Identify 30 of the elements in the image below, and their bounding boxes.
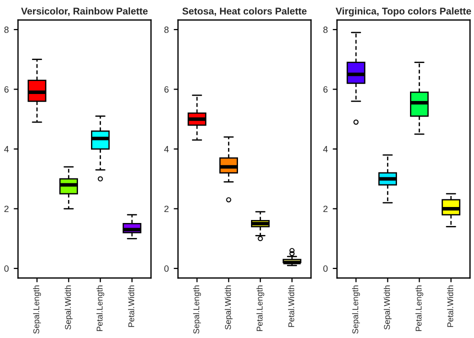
y-tick-label: 2 (323, 206, 328, 212)
chart-title: Versicolor, Rainbow Palette (21, 7, 148, 16)
y-tick-label: 2 (164, 206, 169, 212)
x-tick-label: Sepal.Length (33, 285, 41, 334)
y-tick-label: 0 (4, 265, 9, 272)
y-tick-label: 4 (4, 146, 9, 152)
y-tick-label: 8 (323, 26, 328, 33)
y-tick-label: 6 (4, 86, 9, 93)
x-tick-label: Sepal.Width (64, 285, 73, 330)
y-tick-label: 0 (164, 265, 169, 272)
x-tick-label: Petal.Length (96, 285, 104, 332)
x-tick-label: Petal.Width (288, 285, 294, 327)
y-tick-label: 6 (323, 86, 328, 93)
x-tick-label: Petal.Length (256, 285, 264, 332)
x-tick-label: Sepal.Width (384, 285, 392, 330)
chart-title: Setosa, Heat colors Palette (182, 7, 307, 16)
x-tick-label: Petal.Width (128, 285, 134, 327)
x-tick-label: Sepal.Length (193, 285, 201, 334)
x-tick-label: Sepal.Width (224, 285, 233, 330)
y-tick-label: 8 (4, 26, 9, 33)
y-tick-label: 2 (4, 206, 9, 212)
chart-title: Virginica, Topo colors Palette (336, 7, 472, 17)
x-tick-label: Petal.Length (415, 285, 424, 332)
x-tick-label: Sepal.Length (352, 285, 360, 334)
y-tick-label: 4 (323, 146, 328, 152)
y-tick-label: 6 (164, 86, 169, 93)
y-tick-label: 0 (323, 265, 328, 272)
y-tick-label: 4 (164, 146, 169, 152)
x-tick-label: Petal.Width (447, 285, 454, 327)
y-tick-label: 8 (164, 26, 169, 33)
